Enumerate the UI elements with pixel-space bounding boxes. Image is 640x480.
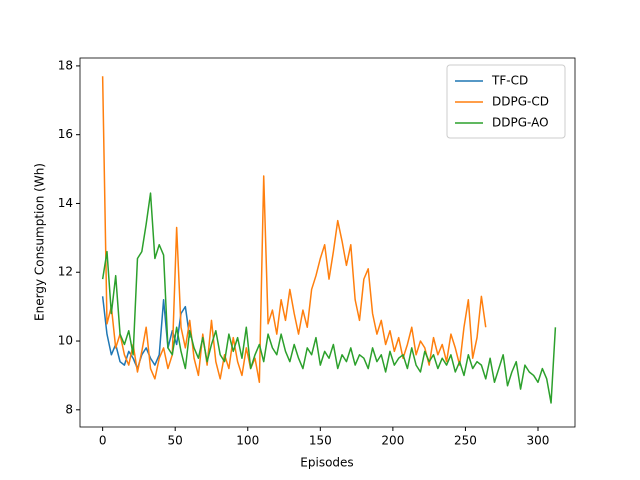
y-tick-label: 14 [58,196,73,210]
legend-label: DDPG-CD [492,95,549,109]
line-series [101,192,557,404]
x-tick-label: 250 [454,434,477,448]
x-tick-label: 300 [527,434,550,448]
y-tick-label: 18 [58,58,73,72]
legend-box [446,64,566,139]
legend-label: DDPG-AO [492,116,549,130]
legend-label: TF-CD [491,74,528,88]
y-tick-label: 10 [58,334,73,348]
axes-frame [79,57,576,428]
line-series [101,76,487,384]
x-tick-label: 200 [381,434,404,448]
x-tick-label: 100 [236,434,259,448]
y-axis-label: Energy Consumption (Wh) [33,163,47,321]
y-tick-label: 16 [58,127,73,141]
x-axis-label: Episodes [300,456,353,470]
y-tick-label: 12 [58,265,73,279]
x-tick-label: 150 [309,434,332,448]
x-tick-label: 0 [99,434,107,448]
y-tick-label: 8 [65,402,73,416]
x-tick-label: 50 [168,434,183,448]
